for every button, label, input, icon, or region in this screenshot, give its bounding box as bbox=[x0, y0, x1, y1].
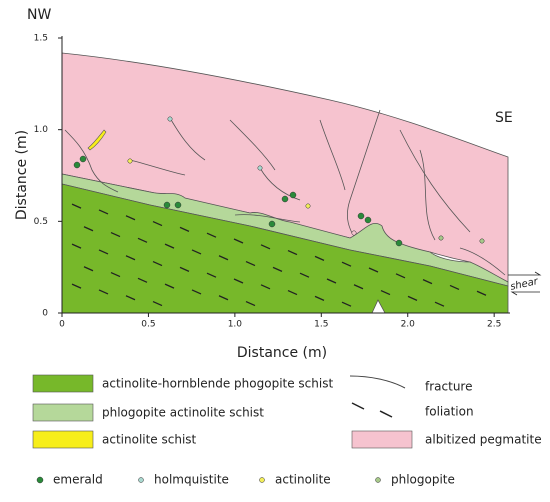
foliation bbox=[287, 289, 298, 296]
cross-section bbox=[61, 52, 542, 314]
mineral-symbol bbox=[36, 476, 44, 484]
foliation bbox=[434, 301, 445, 307]
legend-label: phlogopite actinolite schist bbox=[102, 406, 264, 420]
foliation bbox=[368, 267, 379, 273]
legend-swatch bbox=[32, 403, 94, 422]
foliation bbox=[152, 220, 163, 227]
y-tick-label: 0.5 bbox=[34, 217, 48, 227]
foliation bbox=[299, 272, 310, 278]
foliation bbox=[83, 266, 94, 272]
nw-label: NW bbox=[27, 7, 51, 23]
x-tick-label: 2.0 bbox=[401, 320, 416, 330]
foliation bbox=[449, 284, 460, 291]
foliation bbox=[341, 261, 352, 267]
legend-label: fracture bbox=[425, 380, 472, 394]
foliation bbox=[98, 249, 109, 255]
foliation bbox=[179, 226, 190, 232]
foliation bbox=[326, 278, 337, 284]
legend-label: foliation bbox=[425, 405, 474, 419]
foliation bbox=[218, 295, 229, 301]
foliation bbox=[206, 272, 217, 278]
x-tick-label: 2.5 bbox=[487, 320, 501, 330]
foliation-symbol bbox=[351, 402, 393, 418]
mineral-symbol bbox=[138, 477, 144, 483]
legend-label: actinolite-hornblende phogopite schist bbox=[102, 377, 333, 391]
foliation bbox=[179, 266, 190, 272]
y-tick-label: 0 bbox=[42, 309, 48, 319]
foliation bbox=[353, 284, 364, 290]
foliation bbox=[407, 295, 418, 301]
foliation bbox=[137, 237, 148, 243]
legend: actinolite-hornblende phogopite schist ph… bbox=[32, 374, 542, 487]
foliation bbox=[314, 255, 325, 261]
legend-label: actinolite bbox=[275, 473, 331, 487]
fractures bbox=[64, 109, 506, 276]
foliation bbox=[260, 284, 271, 290]
y-tick-label: 1.0 bbox=[34, 125, 49, 135]
foliation bbox=[152, 260, 163, 267]
se-label: SE bbox=[495, 110, 513, 126]
foliation bbox=[422, 279, 433, 285]
legend-swatch bbox=[32, 430, 94, 449]
foliation bbox=[233, 238, 244, 244]
foliation bbox=[71, 243, 82, 249]
x-axis-label: Distance (m) bbox=[237, 345, 327, 361]
foliation bbox=[341, 301, 352, 307]
legend-label: holmquistite bbox=[154, 473, 229, 487]
foliation bbox=[245, 260, 256, 267]
foliation bbox=[191, 289, 202, 295]
pegmatite bbox=[61, 52, 509, 283]
fracture-symbol bbox=[349, 375, 406, 389]
x-tick-label: 0 bbox=[59, 320, 65, 330]
y-tick-label: 1.5 bbox=[34, 34, 48, 44]
foliation bbox=[206, 232, 217, 238]
actinolite-schist bbox=[87, 129, 107, 151]
foliation bbox=[191, 249, 202, 255]
phlogopite-actinolite-schist bbox=[61, 173, 509, 287]
foliation bbox=[125, 295, 136, 301]
x-tick-label: 0.5 bbox=[141, 320, 155, 330]
foliation bbox=[110, 231, 121, 238]
mineral-symbol bbox=[375, 477, 381, 483]
foliation bbox=[395, 273, 406, 279]
foliation bbox=[260, 244, 271, 250]
foliation bbox=[98, 209, 109, 215]
legend-swatch bbox=[351, 430, 413, 449]
foliation bbox=[83, 226, 94, 232]
foliation bbox=[125, 215, 136, 221]
foliation bbox=[233, 278, 244, 284]
legend-swatch bbox=[32, 374, 94, 393]
y-axis-label: Distance (m) bbox=[14, 130, 30, 220]
minerals bbox=[73, 116, 485, 247]
foliation bbox=[245, 300, 256, 307]
foliation bbox=[98, 289, 109, 295]
shear-arrow bbox=[508, 271, 542, 296]
foliation bbox=[272, 266, 283, 272]
foliation bbox=[164, 243, 175, 249]
foliation bbox=[152, 300, 163, 307]
foliation bbox=[71, 203, 82, 209]
mineral-symbol bbox=[259, 477, 265, 483]
foliation bbox=[218, 255, 229, 261]
foliation bbox=[110, 271, 121, 278]
legend-label: actinolite schist bbox=[102, 433, 197, 447]
foliation bbox=[125, 255, 136, 261]
foliation bbox=[71, 283, 82, 289]
foliation bbox=[380, 289, 391, 296]
foliation bbox=[314, 295, 325, 301]
foliation bbox=[287, 249, 298, 256]
shear-label: shear bbox=[509, 276, 539, 293]
x-tick-label: 1.5 bbox=[314, 320, 328, 330]
foliation bbox=[164, 283, 175, 289]
foliation bbox=[137, 277, 148, 283]
legend-label: emerald bbox=[53, 473, 103, 487]
legend-label: albitized pegmatite bbox=[425, 433, 542, 447]
legend-label: phlogopite bbox=[391, 473, 455, 487]
foliation bbox=[476, 290, 487, 296]
x-tick-label: 1.0 bbox=[228, 320, 243, 330]
